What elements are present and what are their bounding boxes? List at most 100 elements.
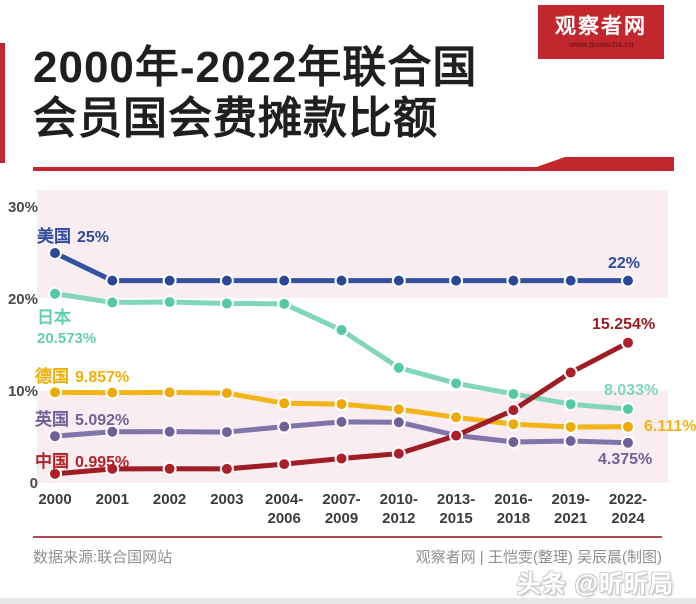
credits-text: 观察者网 | 王恺雯(整理) 吴辰晨(制图): [415, 549, 662, 566]
data-point-美国-2003: [219, 273, 234, 288]
data-point-英国-2002: [162, 424, 177, 439]
data-point-美国-2000: [48, 246, 62, 260]
data-point-德国-2001: [105, 385, 120, 400]
end-label-japan: 8.033%: [604, 382, 659, 399]
data-point-美国-2019-2021: [563, 273, 578, 288]
series-label-china: 中国 0.995%: [35, 447, 129, 472]
data-point-日本-2010-2012: [391, 360, 406, 375]
data-point-英国-2001: [105, 424, 120, 439]
page-title-line-1: 2000年-2022年联合国: [33, 43, 478, 92]
data-point-日本-2016-2018: [506, 386, 521, 401]
data-point-德国-2016-2018: [506, 417, 521, 432]
data-point-日本-2000: [48, 286, 62, 301]
page-title-line-2: 会员国会费摊款比额: [33, 94, 438, 144]
data-point-日本-2003: [219, 296, 234, 311]
data-point-中国-2004-2006: [277, 457, 292, 472]
toutiao-watermark: 头条 @昕昕局: [516, 571, 674, 598]
page-title: 2000年-2022年联合国 会员国会费摊款比额: [33, 42, 553, 144]
data-point-中国-2002: [162, 461, 177, 476]
data-point-德国-2002: [162, 385, 177, 400]
data-point-美国-2022-2024: [621, 273, 635, 288]
y-axis-tick-20: 20%: [7, 291, 38, 308]
data-point-德国-2022-2024: [621, 419, 635, 434]
end-label-germany: 6.111%: [644, 418, 696, 435]
series-start-value-uk: 5.092%: [75, 412, 130, 429]
series-name-usa: 美国: [37, 227, 71, 246]
data-point-中国-2000: [48, 466, 62, 481]
data-point-中国-2022-2024: [621, 335, 635, 350]
data-point-英国-2022-2024: [621, 435, 635, 450]
x-axis-tick-2004-2006: 2004- 2006: [265, 491, 304, 527]
y-axis-tick-10: 10%: [7, 383, 38, 400]
end-label-china: 15.254%: [592, 316, 656, 333]
data-point-中国-2013-2015: [449, 428, 464, 443]
x-axis-tick-2016-2018: 2016- 2018: [494, 491, 533, 527]
series-name-germany: 德国: [35, 367, 69, 386]
data-point-日本-2013-2015: [449, 376, 464, 391]
x-axis-tick-2001: 2001: [95, 491, 129, 508]
data-point-日本-2002: [162, 295, 177, 310]
data-point-中国-2001: [105, 461, 120, 476]
x-axis-tick-2019-2021: 2019- 2021: [551, 491, 590, 527]
x-axis: 2000 2001 2002 2003 2004- 2006 2007- 2009 2010…: [0, 490, 696, 540]
data-point-日本-2001: [105, 295, 120, 310]
x-axis-tick-2000: 2000: [38, 491, 72, 508]
data-point-德国-2019-2021: [563, 419, 578, 434]
data-point-美国-2016-2018: [506, 273, 521, 288]
chart-canvas: [37, 190, 668, 483]
data-point-美国-2002: [162, 273, 177, 288]
data-point-德国-2010-2012: [391, 402, 406, 417]
x-axis-tick-2002: 2002: [152, 491, 187, 508]
data-point-中国-2010-2012: [391, 446, 406, 461]
guancha-logo: 观察者网 www.guancha.cn: [538, 5, 664, 59]
series-start-value-china: 0.995%: [75, 454, 130, 471]
x-axis-tick-2007-2009: 2007- 2009: [322, 491, 361, 527]
data-point-英国-2007-2009: [334, 414, 349, 429]
left-red-accent-bar: [0, 43, 5, 163]
data-point-英国-2019-2021: [563, 433, 578, 448]
data-point-日本-2007-2009: [334, 323, 349, 338]
line-chart: 30% 20% 10% 0 美国 25% 日本 20.573% 德国 9.857% 英…: [0, 185, 696, 545]
data-point-英国-2000: [48, 429, 62, 444]
data-point-中国-2016-2018: [506, 403, 521, 418]
data-point-日本-2019-2021: [563, 397, 578, 412]
end-label-usa: 22%: [608, 255, 641, 272]
data-point-德国-2007-2009: [334, 397, 349, 412]
series-label-germany: 德国 9.857%: [35, 362, 129, 387]
data-point-中国-2003: [219, 461, 234, 476]
data-point-英国-2016-2018: [506, 434, 521, 449]
data-point-美国-2013-2015: [449, 273, 464, 288]
data-point-德国-2000: [48, 385, 62, 400]
end-label-uk: 4.375%: [598, 451, 653, 468]
data-point-英国-2004-2006: [277, 419, 292, 434]
series-start-value-usa: 25%: [77, 229, 110, 246]
x-axis-tick-2003: 2003: [210, 491, 244, 508]
data-point-德国-2004-2006: [277, 396, 292, 411]
title-underline: [33, 167, 553, 171]
series-label-uk: 英国 5.092%: [35, 405, 129, 430]
data-point-德国-2013-2015: [449, 410, 464, 425]
data-point-美国-2004-2006: [277, 273, 292, 288]
series-start-value-japan: 20.573%: [37, 330, 97, 347]
data-point-中国-2007-2009: [334, 451, 349, 466]
series-name-uk: 英国: [35, 410, 69, 429]
series-start-value-germany: 9.857%: [75, 369, 130, 386]
bottom-edge-strip: [0, 598, 696, 604]
series-label-japan: 日本 20.573%: [37, 303, 96, 347]
series-label-usa: 美国 25%: [37, 222, 109, 247]
y-axis-tick-0: 0: [29, 475, 38, 492]
data-point-中国-2019-2021: [563, 365, 578, 380]
guancha-logo-url: www.guancha.cn: [568, 39, 634, 49]
data-point-英国-2010-2012: [391, 415, 406, 430]
data-point-美国-2007-2009: [334, 273, 349, 288]
footer-divider: [33, 536, 662, 538]
x-axis-tick-2022-2024: 2022- 2024: [608, 491, 648, 527]
y-axis-tick-30: 30%: [7, 199, 38, 216]
guancha-logo-name: 观察者网: [555, 15, 647, 39]
series-name-china: 中国: [35, 452, 69, 471]
data-point-德国-2003: [219, 386, 234, 401]
series-name-japan: 日本: [37, 308, 71, 327]
data-point-日本-2022-2024: [621, 402, 635, 417]
data-point-美国-2010-2012: [391, 273, 406, 288]
